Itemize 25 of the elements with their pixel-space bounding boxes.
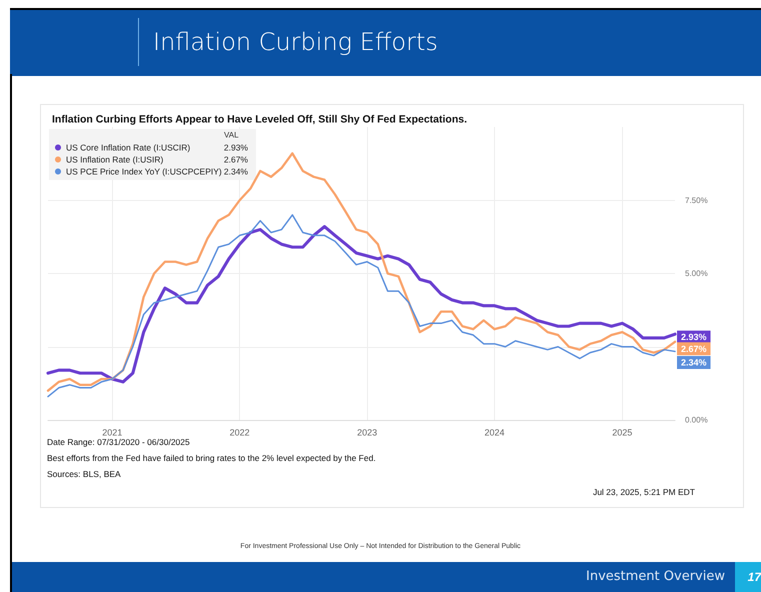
x-tick-label: 2025 xyxy=(612,428,632,438)
data-label: 2.34% xyxy=(681,357,707,368)
legend-label: US Inflation Rate (I:USIR) xyxy=(66,154,164,164)
x-tick-label: 2022 xyxy=(230,428,250,438)
text: 2.93% xyxy=(224,142,248,152)
data-label: 2.93% xyxy=(681,332,707,342)
text: Jul 23, 2025, 5:21 PM EDT xyxy=(592,487,695,497)
text: 2.34% xyxy=(224,166,248,176)
source-note: Sources: BLS, BEA xyxy=(47,469,121,479)
chart-title: Inflation Curbing Efforts xyxy=(153,28,438,56)
x-tick-label: 2024 xyxy=(484,428,505,438)
text: Date Range: 07/31/2020 - 06/30/2025 xyxy=(47,437,190,447)
text: Best efforts from the Fed have failed to bring rates to the 2% level expected by the Fed. xyxy=(47,453,376,463)
legend-title: VAL xyxy=(224,130,240,140)
y-tick-label: 5.00% xyxy=(685,269,708,278)
text: 2.67% xyxy=(224,154,248,164)
legend-label: US PCE Price Index YoY (I:USCPCEPIY) xyxy=(66,166,222,176)
text: Investment Overview xyxy=(586,569,725,584)
chart-subtitle: Inflation Curbing Efforts Appear to Have Leveled Off, Still Shy Of Fed Expectations. xyxy=(52,114,468,126)
legend-label: US Core Inflation Rate (I:USCIR) xyxy=(66,142,190,152)
data-label: 2.67% xyxy=(681,344,707,354)
x-tick-label: 2023 xyxy=(357,428,378,438)
y-tick-label: 0.00% xyxy=(685,416,708,424)
y-tick-label: 7.50% xyxy=(685,196,708,205)
x-tick-label: 2021 xyxy=(102,428,122,438)
